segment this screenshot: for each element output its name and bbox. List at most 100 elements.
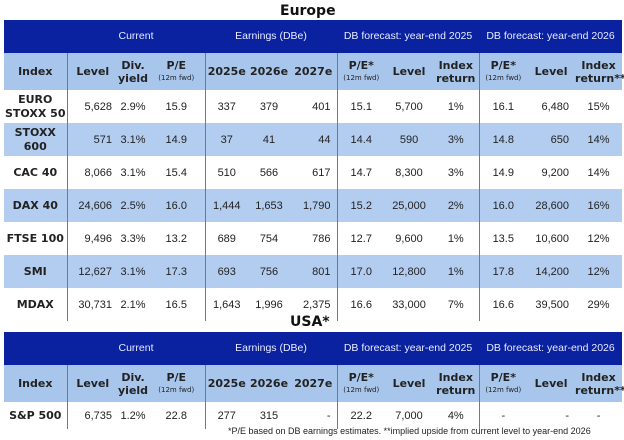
cell-value: 10,600 [535, 232, 570, 245]
cell-value: 14,200 [527, 255, 576, 288]
cell-value: 14.8 [478, 123, 528, 156]
cell-value: 9,200 [541, 166, 570, 179]
cell-value: 3% [447, 166, 464, 179]
cell-value: 9,496 [66, 222, 118, 255]
column-sublabel: (12m fwd) [485, 385, 522, 394]
europe-table: Current Earnings (DBe) DB forecast: year… [4, 20, 624, 321]
cell-value: 1% [447, 232, 464, 245]
cell-value: - [565, 409, 570, 422]
column-header-level: Level [385, 365, 434, 402]
group-current: Current [67, 332, 205, 365]
cell-value: 8,300 [395, 166, 423, 179]
column-header-div: Div. yield [118, 53, 148, 90]
cell-value: 510 [204, 156, 248, 189]
cell-value: 8,066 [66, 156, 118, 189]
index-name: FTSE 100 [6, 231, 64, 245]
column-sublabel: (12m fwd) [158, 73, 195, 82]
cell-value: 12,800 [385, 255, 434, 288]
column-header-index_return2: Index return** [575, 365, 624, 402]
column-header-e2027: 2027e [290, 53, 338, 90]
europe-title: Europe [280, 3, 336, 19]
cell-value: 33,000 [392, 298, 426, 311]
cell-value: 44 [290, 123, 338, 156]
column-header-e2027: 2027e [290, 365, 338, 402]
index-name: MDAX [16, 297, 54, 311]
usa-title: USA* [290, 314, 330, 330]
cell-value: 2.5% [118, 189, 148, 222]
column-label: Div. yield [118, 58, 149, 85]
cell-value: 13.5 [478, 222, 528, 255]
cell-value: 14.7 [336, 156, 386, 189]
cell-value: 1.2% [120, 409, 146, 422]
cell-value: 5,700 [395, 100, 423, 113]
cell-value: 14.9 [478, 156, 528, 189]
cell-value: 1,996 [255, 298, 283, 311]
column-label: P/E* [490, 370, 516, 384]
cell-value: 754 [259, 232, 279, 245]
group-earnings: Earnings (DBe) [205, 332, 338, 365]
cell-value: 16.1 [478, 90, 528, 123]
cell-value: 9,600 [395, 232, 423, 245]
group-current: Current [67, 20, 205, 53]
cell-value: 2.9% [120, 100, 146, 113]
cell-value: 22.8 [165, 409, 187, 422]
cell-value: 16.6 [336, 288, 386, 321]
cell-value: 15.4 [165, 166, 187, 179]
cell-value: 17.0 [336, 255, 386, 288]
column-label: 2026e [249, 65, 289, 78]
column-sublabel: (12m fwd) [158, 385, 195, 394]
group-blank [4, 332, 67, 365]
cell-value: 401 [312, 100, 331, 113]
cell-value: 617 [312, 166, 331, 179]
cell-value: 16.0 [478, 189, 528, 222]
cell-value: 16.5 [165, 298, 187, 311]
table-row: STOXX 600 571 3.1% 14.9 37 41 44 14.4 590 3% 14.8 6… [4, 123, 623, 156]
cell-value: 6,480 [541, 100, 570, 113]
cell-value: 14% [575, 123, 623, 156]
column-label: P/E* [348, 370, 374, 384]
cell-value: 16.6 [478, 288, 528, 321]
index-name: CAC 40 [13, 165, 58, 179]
cell-value: 14.9 [148, 123, 205, 156]
cell-value: 22.2 [336, 402, 386, 429]
cell-value: 7% [447, 298, 464, 311]
index-name: DAX 40 [4, 189, 67, 222]
column-label: P/E [166, 58, 187, 72]
column-label: Level [76, 377, 110, 390]
cell-value: 16.0 [148, 189, 205, 222]
column-label: 2025e [207, 377, 246, 390]
column-header-e2026: 2026e [248, 53, 290, 90]
cell-value: 1% [433, 255, 480, 288]
cell-value: 14.4 [336, 123, 386, 156]
column-header-pe_star: P/E* (12m fwd) [478, 365, 528, 402]
cell-value: 12,627 [66, 255, 118, 288]
column-label: Level [392, 65, 426, 78]
cell-value: 2.1% [120, 298, 146, 311]
cell-value: 25,000 [385, 189, 434, 222]
cell-value: 379 [259, 100, 279, 113]
cell-value: 1,444 [204, 189, 248, 222]
column-label: 2027e [294, 65, 333, 78]
cell-value: 41 [248, 123, 290, 156]
group-forecast-2025: DB forecast: year-end 2025 [337, 20, 480, 53]
column-header-index: Index [4, 53, 67, 90]
cell-value: 2,375 [302, 298, 331, 311]
column-header-index_return2: Index return** [575, 53, 624, 90]
column-header-level: Level [385, 53, 434, 90]
cell-value: - [596, 409, 601, 422]
table-row: CAC 40 8,066 3.1% 15.4 510 566 617 14.7 8,300 3% 1… [4, 156, 622, 189]
cell-value: 12% [587, 232, 610, 245]
column-label: P/E* [490, 58, 516, 72]
column-label: Div. yield [118, 370, 149, 397]
index-name: SMI [4, 255, 67, 288]
column-header-index: Index [4, 365, 67, 402]
usa-table: Current Earnings (DBe) DB forecast: year… [4, 332, 624, 429]
column-header-e2025: 2025e [204, 53, 248, 90]
column-label: 2027e [294, 377, 333, 390]
cell-value: 801 [290, 255, 338, 288]
column-header-level: Level [527, 365, 576, 402]
cell-value: 571 [66, 123, 118, 156]
cell-value: 5,628 [66, 90, 118, 123]
cell-value: 15.9 [165, 100, 187, 113]
cell-value: 6,735 [66, 402, 118, 429]
